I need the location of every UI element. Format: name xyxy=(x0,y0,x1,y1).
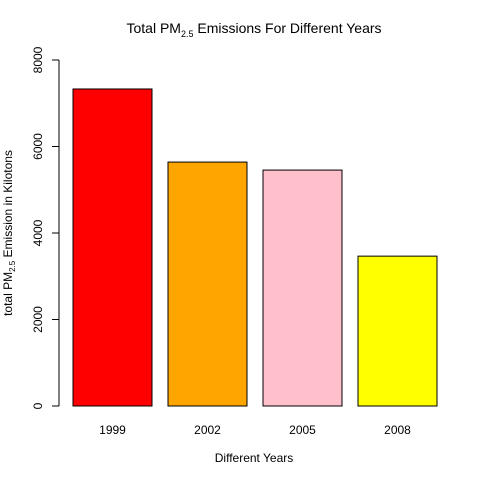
bar-1999 xyxy=(72,88,153,407)
y-tick-label-6000: 6000 xyxy=(31,133,45,160)
y-axis: 0 2000 4000 6000 8000 xyxy=(31,46,60,409)
y-axis-label: total PM2.5 Emission in Kilotons xyxy=(1,150,17,316)
y-axis-label-prefix: total PM xyxy=(1,272,15,316)
y-tick-label-8000: 8000 xyxy=(31,46,45,73)
bar-2005 xyxy=(262,169,343,407)
y-axis-label-subscript: 2.5 xyxy=(8,260,17,272)
x-axis-label: Different Years xyxy=(215,451,294,465)
y-tick-label-0: 0 xyxy=(31,402,45,409)
chart-title: Total PM2.5 Emissions For Different Year… xyxy=(126,20,381,39)
x-tick-label-2002: 2002 xyxy=(194,423,221,437)
x-tick-labels: 1999 2002 2005 2008 xyxy=(99,423,411,437)
x-tick-label-2008: 2008 xyxy=(384,423,411,437)
bar-2008 xyxy=(357,255,438,407)
chart-title-suffix: Emissions For Different Years xyxy=(193,20,381,36)
bars-group xyxy=(72,88,438,407)
y-tick-label-4000: 4000 xyxy=(31,219,45,246)
y-tick-label-2000: 2000 xyxy=(31,306,45,333)
chart-title-subscript: 2.5 xyxy=(181,29,194,39)
x-tick-label-2005: 2005 xyxy=(289,423,316,437)
y-axis-label-suffix: Emission in Kilotons xyxy=(1,150,15,261)
bar-2002 xyxy=(167,161,248,407)
chart-title-prefix: Total PM xyxy=(126,20,180,36)
x-tick-label-1999: 1999 xyxy=(99,423,126,437)
